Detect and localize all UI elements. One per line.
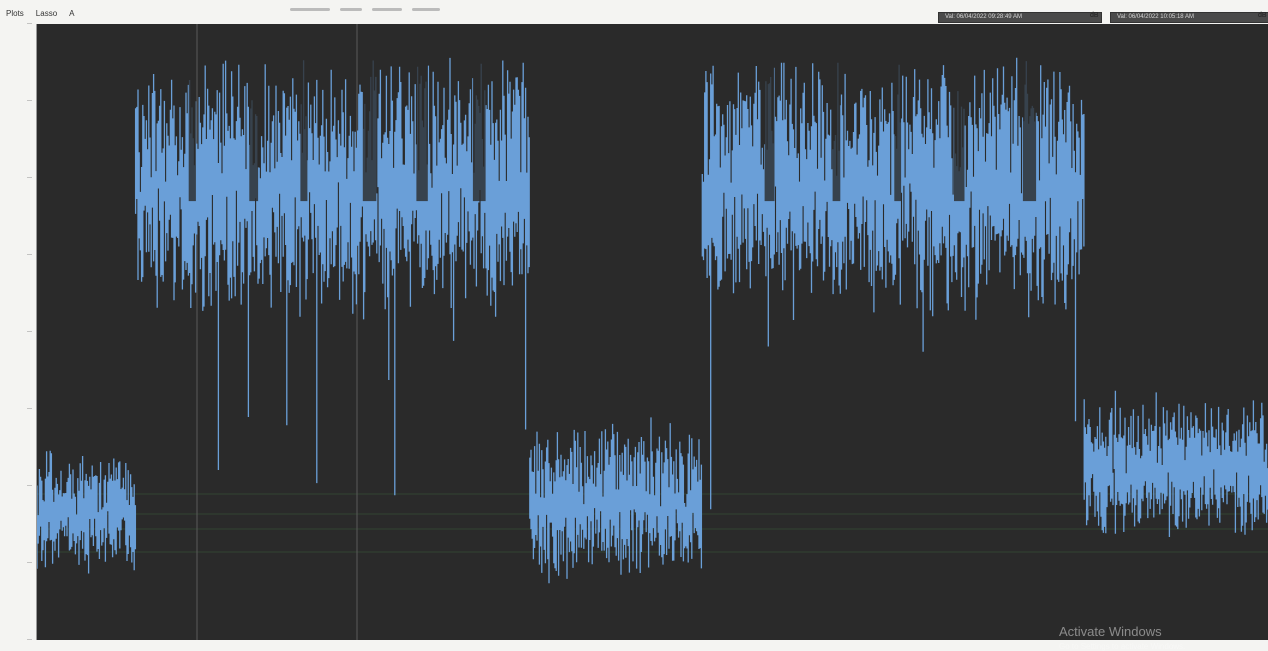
menu-bar: Plots Lasso A — [6, 9, 75, 18]
signal-segment-3 — [701, 57, 1085, 510]
menu-item-a[interactable]: A — [69, 9, 75, 18]
signal-gap — [472, 54, 486, 202]
title-bar: Plots Lasso A Val: 06/04/2022 09:28:49 A… — [0, 0, 1268, 24]
signal-chart — [37, 24, 1268, 640]
menu-item-plots[interactable]: Plots — [6, 9, 24, 18]
cursor-readout-left: Val: 06/04/2022 09:28:49 AM — [938, 12, 1102, 23]
signal-gap — [249, 54, 259, 202]
y-tick: — — [27, 406, 32, 412]
signal-gap — [764, 54, 775, 202]
menu-item-lasso[interactable]: Lasso — [35, 9, 58, 18]
signal-gap — [188, 54, 196, 202]
plot-area[interactable]: Activate Windows Go to Settings to activ… — [36, 24, 1268, 651]
signal-segment-1 — [134, 57, 530, 496]
signal-segment-0 — [37, 450, 137, 574]
y-tick: — — [27, 483, 32, 489]
y-tick: — — [27, 98, 32, 104]
readout-right-unit: dB — [1258, 12, 1267, 19]
watermark-subtitle: Go to Settings to activate Windows. — [1059, 642, 1186, 651]
signal-gap — [954, 54, 965, 202]
readout-left-value: Val: 06/04/2022 09:28:49 AM — [945, 14, 1022, 20]
readout-left-unit: dB — [1090, 12, 1099, 19]
watermark-title: Activate Windows — [1059, 624, 1162, 639]
y-axis: — — — — — — — — — — [0, 21, 36, 646]
y-tick: — — [27, 252, 32, 258]
signal-series — [37, 54, 1268, 584]
y-tick: — — [27, 560, 32, 566]
signal-gap — [362, 54, 377, 202]
window-title-blurred — [290, 5, 460, 13]
signal-gap — [416, 54, 428, 202]
y-tick: — — [27, 175, 32, 181]
y-tick: — — [27, 21, 32, 27]
signal-gap — [832, 54, 841, 202]
cursor-readout-right: Val: 06/04/2022 10:05:18 AM — [1110, 12, 1268, 23]
signal-segment-4 — [1083, 390, 1268, 537]
activate-windows-watermark: Activate Windows Go to Settings to activ… — [1059, 624, 1185, 651]
readout-right-value: Val: 06/04/2022 10:05:18 AM — [1117, 14, 1194, 20]
signal-gap — [300, 54, 308, 202]
y-tick: — — [27, 637, 32, 643]
signal-segment-2 — [529, 417, 703, 584]
y-tick: — — [27, 329, 32, 335]
signal-gap — [894, 54, 902, 202]
signal-gap — [1022, 54, 1037, 202]
